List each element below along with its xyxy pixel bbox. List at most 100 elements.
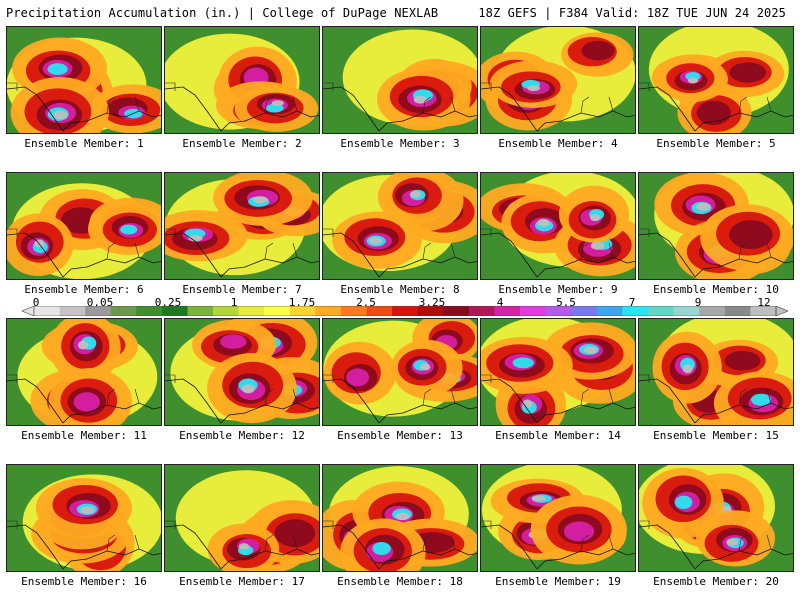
ensemble-member-label: Ensemble Member: 2 [182, 137, 302, 150]
colorbar-swatch [571, 306, 598, 316]
ensemble-member-label: Ensemble Member: 19 [495, 575, 621, 588]
ensemble-member-label: Ensemble Member: 15 [653, 429, 779, 442]
ensemble-member-label: Ensemble Member: 3 [340, 137, 460, 150]
colorbar-tick-label: 3.25 [418, 296, 446, 309]
colorbar-swatch [161, 306, 188, 316]
ensemble-map [480, 464, 636, 572]
colorbar-swatch [238, 306, 265, 316]
precip-map [639, 27, 793, 133]
colorbar [22, 306, 788, 316]
run-valid-time: 18Z GEFS | F384 Valid: 18Z TUE JUN 24 20… [478, 6, 786, 20]
colorbar-swatch [468, 306, 495, 316]
ensemble-member-label: Ensemble Member: 5 [656, 137, 776, 150]
colorbar-tick-label: 7 [628, 296, 636, 309]
ensemble-map [480, 172, 636, 280]
colorbar-tick-label: 1 [230, 296, 238, 309]
ensemble-member-label: Ensemble Member: 16 [21, 575, 147, 588]
precip-map [323, 465, 477, 571]
colorbar-swatch [724, 306, 751, 316]
colorbar-swatch [494, 306, 521, 316]
ensemble-map [638, 318, 794, 426]
colorbar-tick-label: 4 [496, 296, 504, 309]
header: Precipitation Accumulation (in.) | Colle… [0, 0, 800, 24]
precip-map [165, 465, 319, 571]
precip-map [323, 319, 477, 425]
ensemble-map [322, 318, 478, 426]
colorbar-swatch [136, 306, 163, 316]
ensemble-member-label: Ensemble Member: 10 [653, 283, 779, 296]
ensemble-member-label: Ensemble Member: 9 [498, 283, 618, 296]
ensemble-member-label: Ensemble Member: 1 [24, 137, 144, 150]
ensemble-member-label: Ensemble Member: 4 [498, 137, 618, 150]
ensemble-map [480, 26, 636, 134]
colorbar-swatch [34, 306, 60, 316]
ensemble-map [480, 318, 636, 426]
colorbar-swatch [596, 306, 623, 316]
colorbar-tick-label: 0.05 [86, 296, 114, 309]
colorbar-tick-label: 0 [32, 296, 40, 309]
colorbar-swatch [341, 306, 367, 316]
colorbar-swatch [315, 306, 342, 316]
colorbar-swatch [648, 306, 674, 316]
ensemble-map [164, 172, 320, 280]
ensemble-map [638, 464, 794, 572]
colorbar-tick-label: 9 [694, 296, 702, 309]
ensemble-map [6, 464, 162, 572]
colorbar-swatch [59, 306, 86, 316]
precip-map [7, 319, 161, 425]
colorbar-swatch [187, 306, 214, 316]
precip-map [639, 319, 793, 425]
colorbar-swatch [366, 306, 393, 316]
ensemble-member-label: Ensemble Member: 12 [179, 429, 305, 442]
colorbar-swatch [289, 306, 316, 316]
colorbar-swatch [417, 306, 444, 316]
ensemble-member-label: Ensemble Member: 6 [24, 283, 144, 296]
ensemble-map [6, 172, 162, 280]
ensemble-map [6, 26, 162, 134]
precip-map [481, 465, 635, 571]
colorbar-swatch [110, 306, 137, 316]
colorbar-tick-label: 2.5 [356, 296, 376, 309]
colorbar-swatch [545, 306, 572, 316]
ensemble-map [6, 318, 162, 426]
precip-map [481, 319, 635, 425]
precip-map [7, 465, 161, 571]
precip-map [481, 27, 635, 133]
colorbar-tick-label: 0.25 [154, 296, 182, 309]
ensemble-member-label: Ensemble Member: 17 [179, 575, 305, 588]
colorbar-swatch [520, 306, 547, 316]
ensemble-member-label: Ensemble Member: 11 [21, 429, 147, 442]
colorbar-swatch [392, 306, 419, 316]
ensemble-map [164, 318, 320, 426]
colorbar-swatch [622, 306, 649, 316]
ensemble-map [322, 464, 478, 572]
ensemble-member-label: Ensemble Member: 14 [495, 429, 621, 442]
colorbar-swatch [85, 306, 112, 316]
precip-map [7, 173, 161, 279]
colorbar-swatch [750, 306, 777, 316]
colorbar-tick-label: 12 [757, 296, 771, 309]
colorbar-tick-label: 5.5 [556, 296, 576, 309]
ensemble-map [164, 464, 320, 572]
precip-map [639, 173, 793, 279]
precip-map [481, 173, 635, 279]
colorbar-swatch [699, 306, 726, 316]
ensemble-map [322, 26, 478, 134]
ensemble-member-label: Ensemble Member: 8 [340, 283, 460, 296]
precip-map [323, 27, 477, 133]
precip-map [639, 465, 793, 571]
colorbar-swatch [213, 306, 239, 316]
colorbar-swatch [673, 306, 700, 316]
colorbar-scale [22, 306, 788, 316]
colorbar-tick-label: 1.75 [288, 296, 316, 309]
precip-map [165, 27, 319, 133]
ensemble-map [322, 172, 478, 280]
ensemble-member-label: Ensemble Member: 7 [182, 283, 302, 296]
precip-map [7, 27, 161, 133]
precip-map [323, 173, 477, 279]
colorbar-swatch [264, 306, 291, 316]
ensemble-map [638, 172, 794, 280]
precip-map [165, 173, 319, 279]
ensemble-member-label: Ensemble Member: 20 [653, 575, 779, 588]
ensemble-map [638, 26, 794, 134]
